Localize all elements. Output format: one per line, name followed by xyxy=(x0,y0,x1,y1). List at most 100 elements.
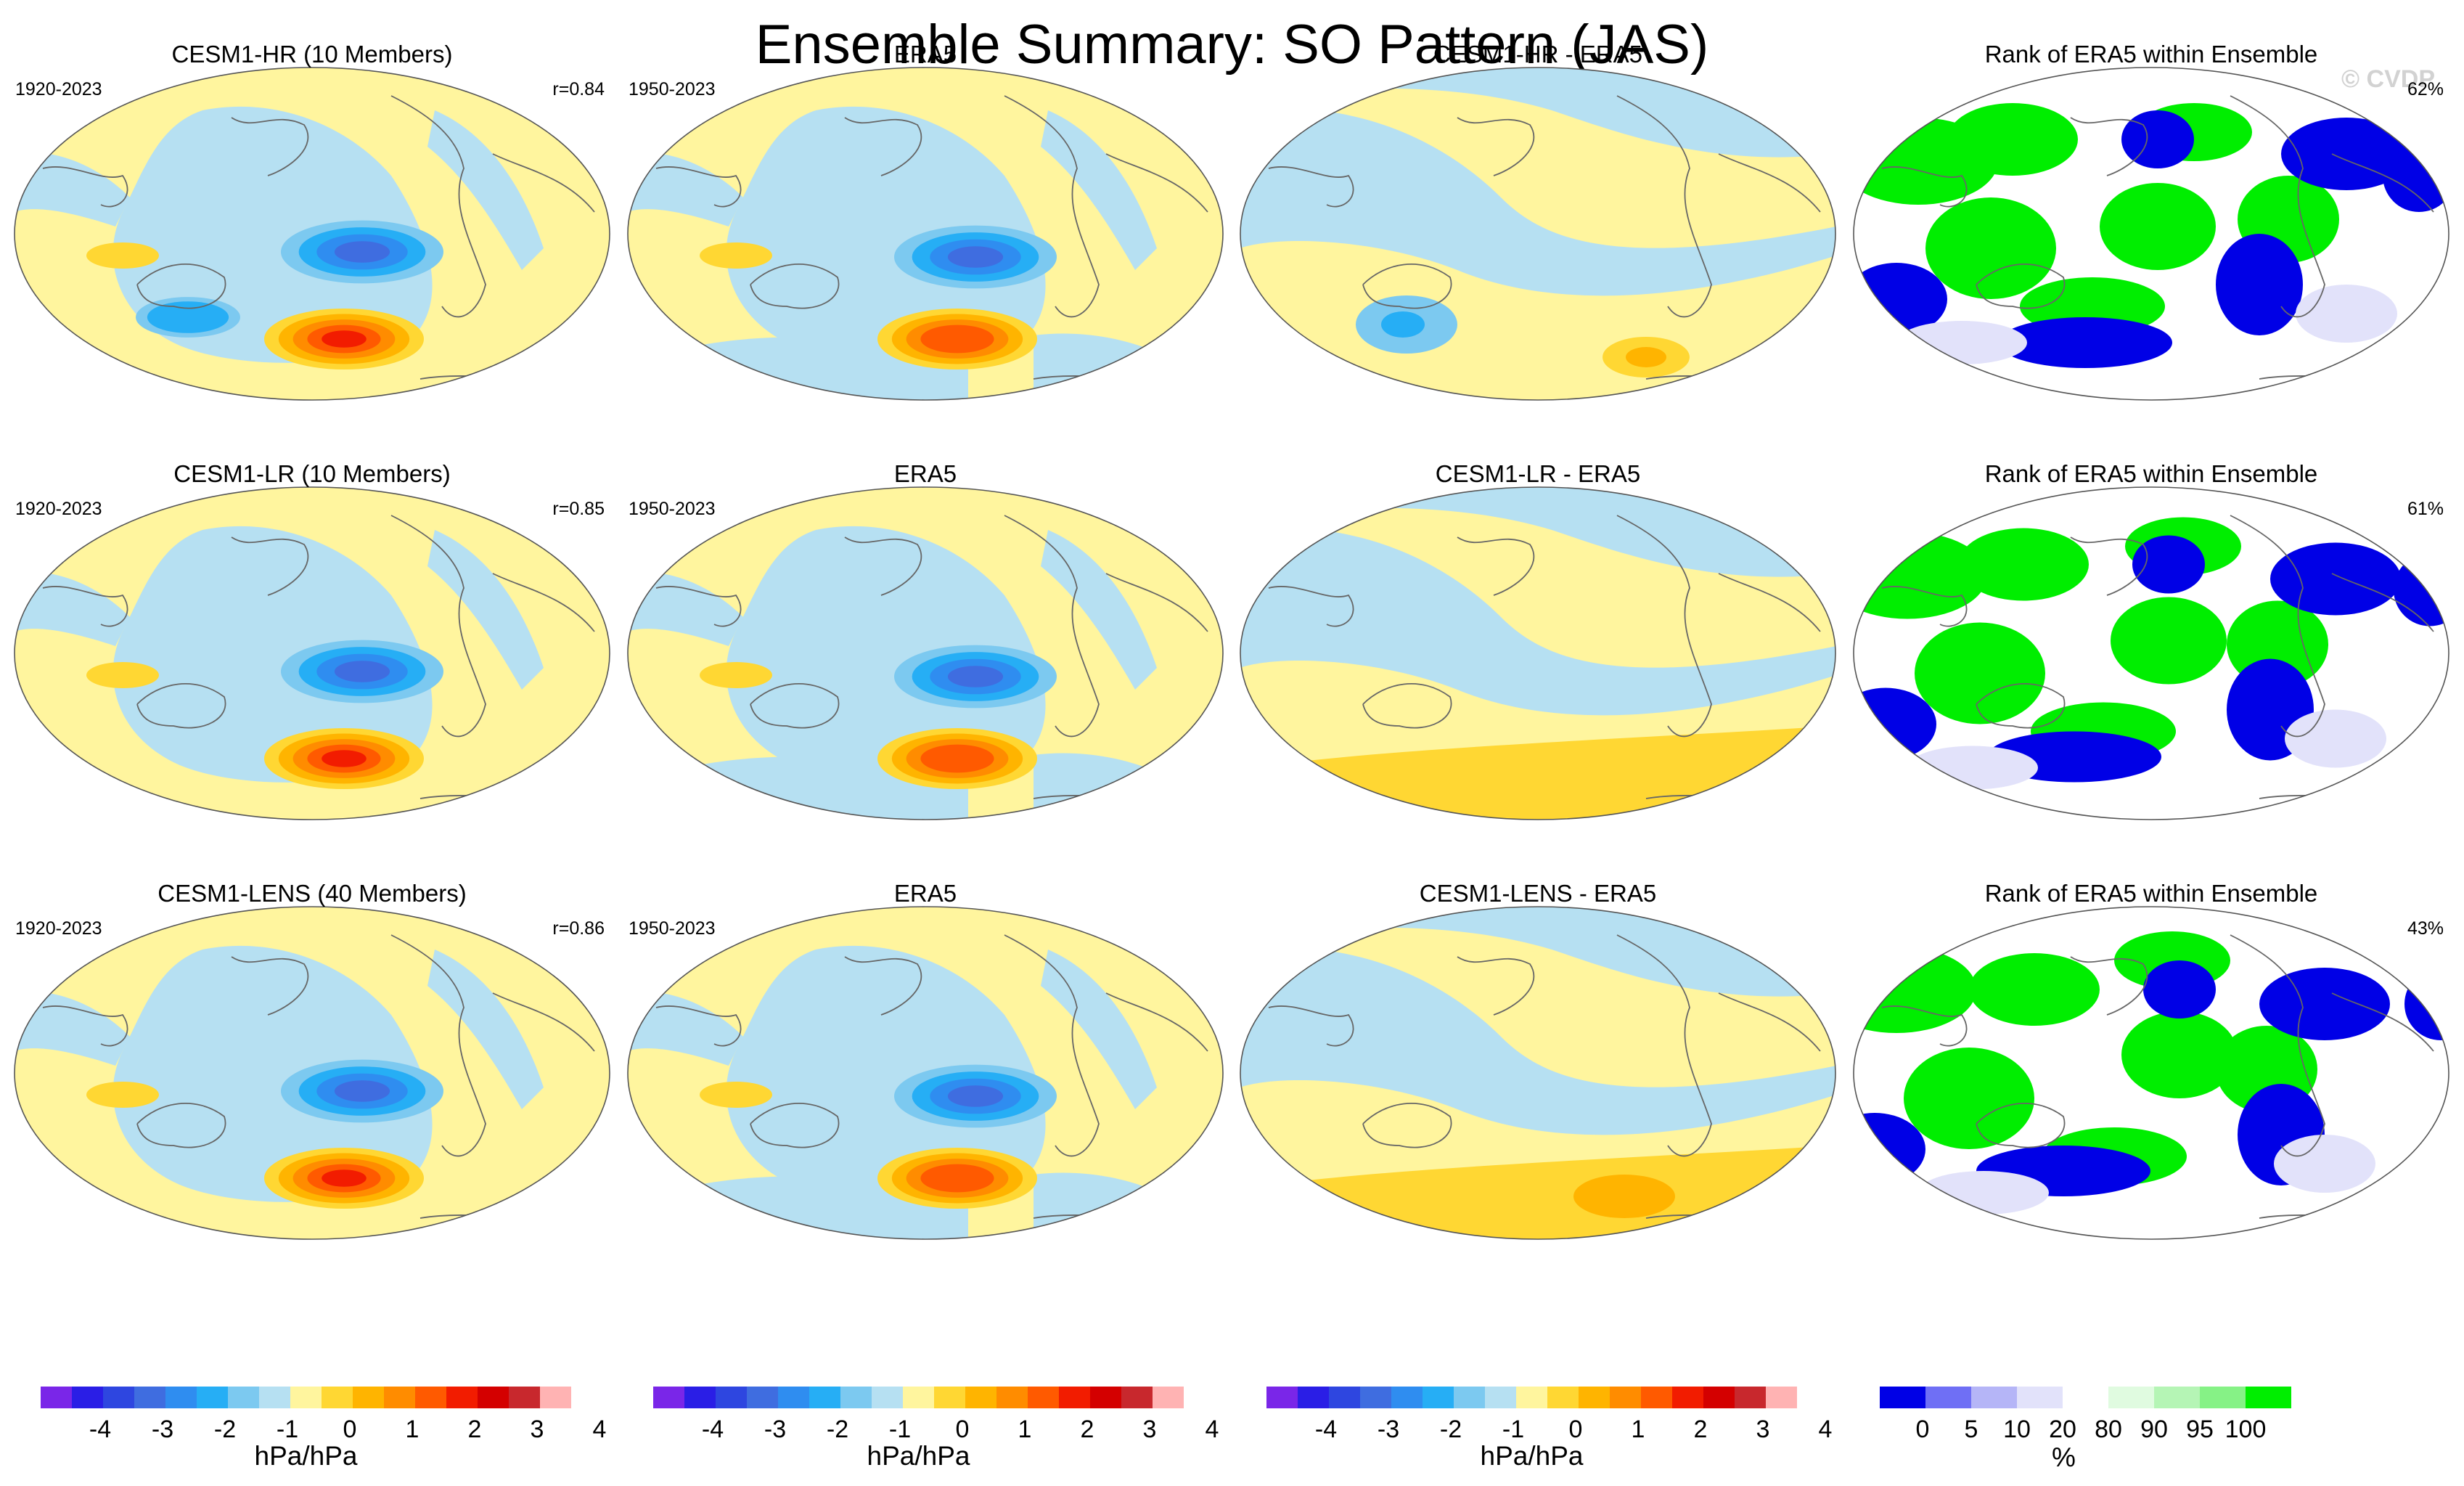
colorbar-swatch xyxy=(259,1387,290,1408)
panel-r1-c2: ERA5 1950-2023 xyxy=(627,41,1224,401)
colorbar-swatch xyxy=(1059,1387,1090,1408)
colorbar-units: hPa/hPa xyxy=(867,1441,970,1471)
colorbar-swatch xyxy=(1880,1387,1925,1408)
panel-stat: 43% xyxy=(2407,918,2444,939)
rank-colorbar: 0 5 10 20 80 90 95 100% xyxy=(1880,1387,2291,1472)
colorbar-tick-label: 3 xyxy=(531,1416,544,1443)
colorbar-swatch xyxy=(1766,1387,1797,1408)
colorbar-tick-label: 100 xyxy=(2225,1416,2267,1443)
pattern-colorbar-1: -4 -3 -2 -1 0 1 2 3 4 hPa/hPa xyxy=(41,1387,606,1471)
colorbar-tick-label: -4 xyxy=(1315,1416,1337,1443)
colorbar-tick-label: 3 xyxy=(1756,1416,1770,1443)
panel-stat: 61% xyxy=(2407,499,2444,519)
colorbar-tick-label: 3 xyxy=(1143,1416,1157,1443)
panel-r1-c3: CESM1-HR - ERA5 xyxy=(1240,41,1836,401)
colorbar-swatch xyxy=(1298,1387,1329,1408)
panel-period: 1920-2023 xyxy=(15,499,102,519)
colorbar-swatch xyxy=(716,1387,747,1408)
colorbar-tick-label: 1 xyxy=(1632,1416,1645,1443)
colorbar-swatch xyxy=(2154,1387,2200,1408)
colorbar-swatch xyxy=(1610,1387,1641,1408)
colorbar-swatch xyxy=(840,1387,872,1408)
colorbar-tick-label: 1 xyxy=(406,1416,419,1443)
colorbar-swatch xyxy=(1579,1387,1610,1408)
panel-stat: 62% xyxy=(2407,79,2444,99)
panel-r2-c1: CESM1-LR (10 Members) 1920-2023 r=0.85 xyxy=(14,460,610,820)
colorbar-swatch xyxy=(1735,1387,1766,1408)
colorbar-swatch xyxy=(1925,1387,1971,1408)
colorbar-units: hPa/hPa xyxy=(255,1441,358,1471)
panel-title: Rank of ERA5 within Ensemble xyxy=(1985,41,2318,68)
colorbar-tick-label: 20 xyxy=(2049,1416,2076,1443)
colorbar-swatch xyxy=(1703,1387,1735,1408)
colorbar-swatch xyxy=(934,1387,965,1408)
colorbar-tick-label: 4 xyxy=(1206,1416,1219,1443)
colorbar-tick-label: 80 xyxy=(2095,1416,2122,1443)
colorbar-units: hPa/hPa xyxy=(1481,1441,1584,1471)
colorbar-swatch xyxy=(1391,1387,1423,1408)
colorbar-tick-label: -3 xyxy=(152,1416,173,1443)
colorbar-tick-label: -1 xyxy=(277,1416,298,1443)
colorbar-swatch xyxy=(1423,1387,1454,1408)
colorbar-swatch xyxy=(684,1387,716,1408)
panel-r1-c4: Rank of ERA5 within Ensemble 62% xyxy=(1853,41,2449,401)
panel-title: CESM1-HR (10 Members) xyxy=(172,41,453,68)
panel-period: 1920-2023 xyxy=(15,79,102,99)
colorbar-tick-label: 4 xyxy=(593,1416,607,1443)
panel-title: CESM1-HR - ERA5 xyxy=(1433,41,1642,68)
cvdp-watermark: © CVDP xyxy=(2341,65,2435,93)
colorbar-tick-label: 90 xyxy=(2140,1416,2168,1443)
panel-title: ERA5 xyxy=(894,880,957,907)
colorbar-swatch xyxy=(165,1387,197,1408)
colorbar-swatch xyxy=(540,1387,571,1408)
panel-stat: r=0.86 xyxy=(552,918,605,939)
colorbar-swatch xyxy=(415,1387,446,1408)
colorbar-swatch xyxy=(1516,1387,1547,1408)
colorbar-swatch xyxy=(41,1387,72,1408)
colorbar-swatch xyxy=(1547,1387,1579,1408)
colorbar-tick-label: -1 xyxy=(889,1416,911,1443)
colorbar-tick-label: 2 xyxy=(1081,1416,1094,1443)
colorbar-swatch xyxy=(72,1387,103,1408)
panel-period: 1950-2023 xyxy=(629,79,716,99)
colorbar-swatch xyxy=(134,1387,165,1408)
colorbar-tick-label: 0 xyxy=(1569,1416,1583,1443)
colorbar-swatch xyxy=(1121,1387,1153,1408)
colorbar-swatch xyxy=(1971,1387,2017,1408)
colorbar-tick-label: -3 xyxy=(1378,1416,1399,1443)
colorbar-swatch xyxy=(653,1387,684,1408)
colorbar-swatch xyxy=(1153,1387,1184,1408)
colorbar-swatch xyxy=(2246,1387,2291,1408)
colorbar-swatch xyxy=(747,1387,778,1408)
colorbar-swatch xyxy=(903,1387,934,1408)
colorbar-tick-label: 95 xyxy=(2186,1416,2214,1443)
panel-r2-c3: CESM1-LR - ERA5 xyxy=(1240,460,1836,820)
colorbar-tick-label: 4 xyxy=(1819,1416,1833,1443)
panel-title: ERA5 xyxy=(894,460,957,487)
colorbar-swatch xyxy=(1266,1387,1298,1408)
colorbar-swatch xyxy=(872,1387,903,1408)
panel-title: Rank of ERA5 within Ensemble xyxy=(1985,460,2318,487)
panel-period: 1950-2023 xyxy=(629,499,716,519)
panel-r2-c2: ERA5 1950-2023 xyxy=(627,460,1224,820)
colorbar-swatch xyxy=(1672,1387,1703,1408)
colorbar-tick-label: 2 xyxy=(1694,1416,1708,1443)
colorbar-swatch xyxy=(1329,1387,1360,1408)
colorbar-swatch xyxy=(809,1387,840,1408)
colorbar-swatch xyxy=(996,1387,1028,1408)
colorbar-tick-label: -4 xyxy=(89,1416,111,1443)
colorbar-swatch xyxy=(1360,1387,1391,1408)
panel-r1-c1: CESM1-HR (10 Members) 1920-2023 r=0.84 xyxy=(14,41,610,401)
panel-title: CESM1-LR (10 Members) xyxy=(173,460,450,487)
colorbar-swatch xyxy=(384,1387,415,1408)
colorbar-tick-label: 2 xyxy=(468,1416,482,1443)
panel-r3-c4: Rank of ERA5 within Ensemble 43% xyxy=(1853,880,2449,1240)
colorbar-swatch xyxy=(322,1387,353,1408)
panel-title: CESM1-LENS - ERA5 xyxy=(1420,880,1656,907)
panel-period: 1950-2023 xyxy=(629,918,716,939)
colorbar-swatch xyxy=(509,1387,540,1408)
colorbar-swatch xyxy=(778,1387,809,1408)
colorbar-swatch xyxy=(228,1387,259,1408)
panel-r2-c4: Rank of ERA5 within Ensemble 61% xyxy=(1853,460,2449,820)
